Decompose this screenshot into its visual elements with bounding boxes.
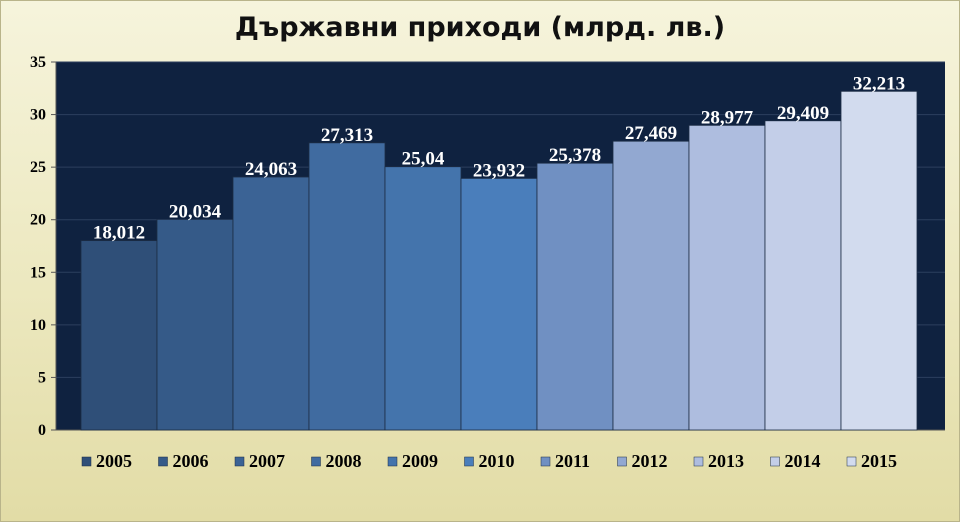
bar-2010	[460, 177, 538, 431]
data-label-2011: 25,378	[549, 145, 601, 166]
legend-label-2005: 2005	[96, 451, 132, 471]
y-tick-label: 25	[30, 159, 46, 176]
y-tick-label: 20	[30, 212, 46, 229]
chart-title: Държавни приходи (млрд. лв.)	[234, 12, 726, 43]
data-label-2010: 23,932	[473, 160, 525, 181]
legend-swatch-2014	[770, 456, 780, 467]
data-label-2015: 32,213	[853, 73, 905, 94]
y-tick-label: 15	[30, 264, 46, 281]
legend-swatch-2015	[846, 456, 857, 467]
legend-swatch-2012	[617, 456, 627, 467]
legend-label-2008: 2008	[326, 451, 362, 471]
data-label-2014: 29,409	[777, 103, 829, 124]
legend-label-2012: 2012	[632, 451, 668, 471]
bars	[80, 90, 918, 431]
bar-2013	[688, 124, 766, 431]
y-tick-label: 30	[30, 107, 46, 124]
legend-swatch-2009	[387, 456, 398, 467]
legend-swatch-2013	[693, 456, 704, 467]
bar-2012	[612, 140, 690, 431]
legend-swatch-2008	[311, 456, 321, 467]
legend-label-2010: 2010	[479, 451, 515, 471]
bar-2007	[232, 176, 310, 431]
data-label-2013: 28,977	[701, 107, 754, 128]
bar-2015	[840, 90, 918, 431]
data-label-2012: 27,469	[625, 123, 677, 144]
legend-label-2007: 2007	[249, 451, 285, 471]
legend-label-2009: 2009	[402, 451, 438, 471]
legend-label-2015: 2015	[861, 451, 897, 471]
data-label-2008: 27,313	[321, 125, 373, 146]
legend-swatch-2011	[540, 456, 551, 467]
y-tick-label: 35	[30, 54, 46, 71]
data-label-2005: 18,012	[93, 223, 145, 244]
legend-label-2013: 2013	[708, 451, 744, 471]
data-label-2006: 20,034	[169, 201, 222, 222]
bar-2006	[156, 218, 234, 431]
legend-swatch-2006	[158, 456, 168, 467]
data-label-2007: 24,063	[245, 159, 297, 180]
bar-2008	[308, 142, 386, 431]
bar-2011	[536, 162, 614, 431]
bar-2005	[80, 240, 158, 431]
legend-swatch-2005	[81, 456, 92, 467]
legend-label-2011: 2011	[555, 451, 590, 471]
legend-swatch-2010	[464, 456, 474, 467]
data-labels: 18,012 20,034 24,063 27,313 25,04 23,932 25,37…	[93, 73, 905, 243]
bar-2009	[384, 166, 462, 431]
y-tick-label: 10	[30, 317, 46, 334]
legend-label-2006: 2006	[173, 451, 209, 471]
legend-swatch-2007	[234, 456, 245, 467]
bar-2014	[764, 120, 842, 431]
legend: 2005 2006 2007 2008 2009 2010 2011 2012 2013 2014…	[81, 451, 897, 471]
data-label-2009: 25,04	[402, 149, 445, 170]
legend-label-2014: 2014	[785, 451, 821, 471]
y-tick-label: 0	[38, 422, 46, 439]
y-tick-label: 5	[38, 369, 46, 386]
